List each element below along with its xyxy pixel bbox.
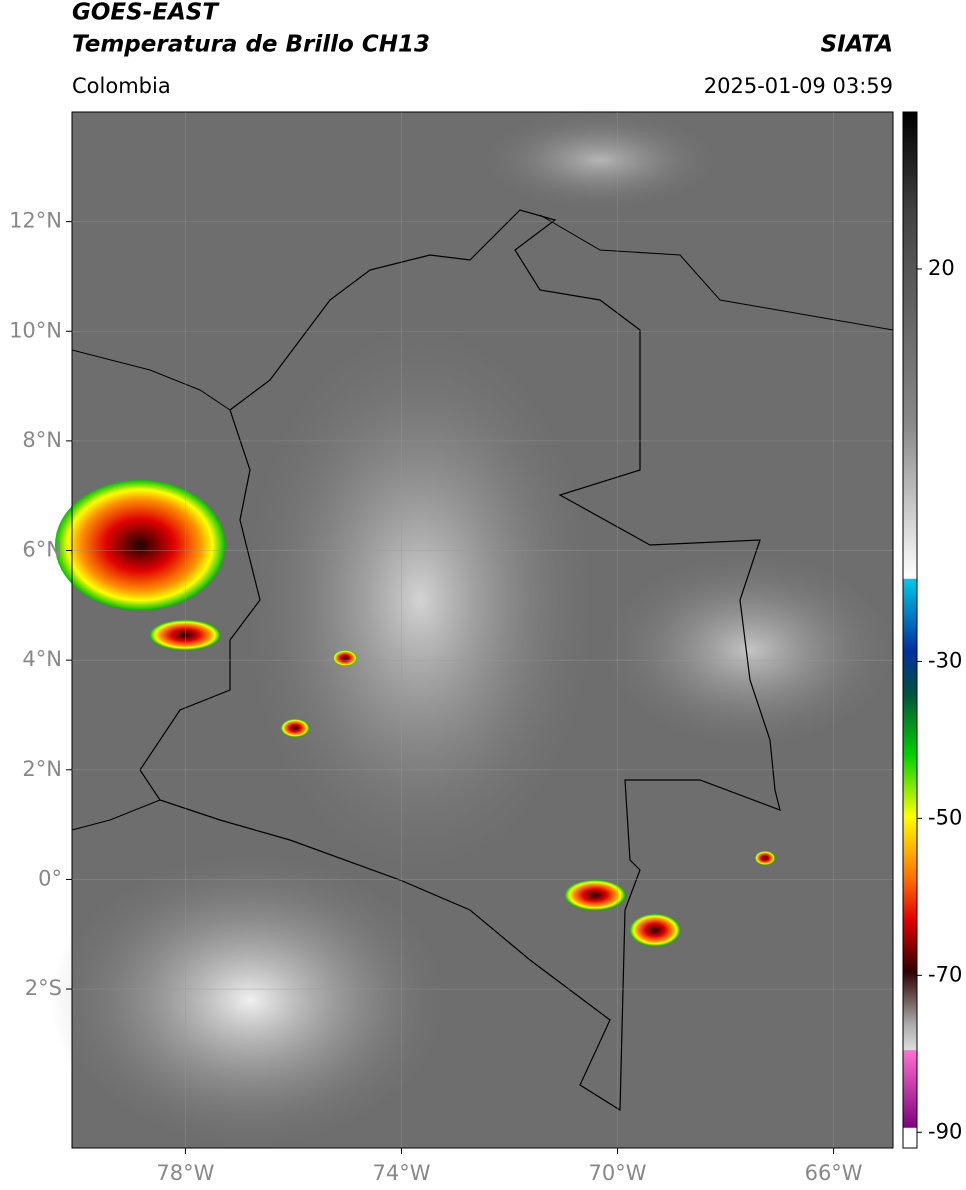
y-tick-label: 8°N [22, 428, 62, 452]
x-tick-label: 74°W [372, 1161, 430, 1185]
subtitle: Temperatura de Brillo CH13 [72, 32, 430, 58]
coastline [71, 349, 231, 411]
convective-cell [630, 914, 680, 946]
cloud [240, 320, 600, 880]
coastline [539, 214, 894, 331]
y-tick-label: 12°N [9, 209, 62, 233]
y-tick-label: 10°N [9, 318, 62, 342]
x-tick-label: 70°W [589, 1161, 647, 1185]
x-tick-label: 66°W [805, 1161, 863, 1185]
title: GOES-EAST [72, 0, 220, 26]
map [50, 110, 900, 1150]
convective-cell [755, 851, 775, 865]
convective-cell [150, 620, 220, 650]
colorbar-tick-label: -90 [928, 1119, 962, 1143]
colorbar-tick-label: -30 [928, 648, 962, 672]
y-tick-label: 6°N [22, 538, 62, 562]
timestamp: 2025-01-09 03:59 [704, 74, 893, 98]
colorbar-tick-label: -70 [928, 962, 962, 986]
y-tick-label: 0° [38, 866, 62, 890]
y-tick-label: 4°N [22, 647, 62, 671]
x-tick-label: 78°W [156, 1161, 214, 1185]
region: Colombia [72, 74, 171, 98]
coastline [71, 799, 161, 831]
colorbar [902, 111, 918, 1149]
colorbar-tick-label: -50 [928, 805, 962, 829]
country-border [139, 209, 781, 1112]
cloud [50, 850, 450, 1150]
convective-cell [565, 880, 625, 910]
cloud [600, 550, 900, 750]
y-tick-label: 2°S [25, 976, 62, 1000]
map-frame [71, 111, 894, 1149]
y-tick-label: 2°N [22, 757, 62, 781]
convective-cell [55, 480, 225, 610]
source: SIATA [821, 32, 893, 58]
convective-cell [281, 719, 309, 737]
cloud [480, 110, 720, 210]
convective-cell [333, 650, 357, 666]
colorbar-tick-label: 20 [928, 256, 955, 280]
